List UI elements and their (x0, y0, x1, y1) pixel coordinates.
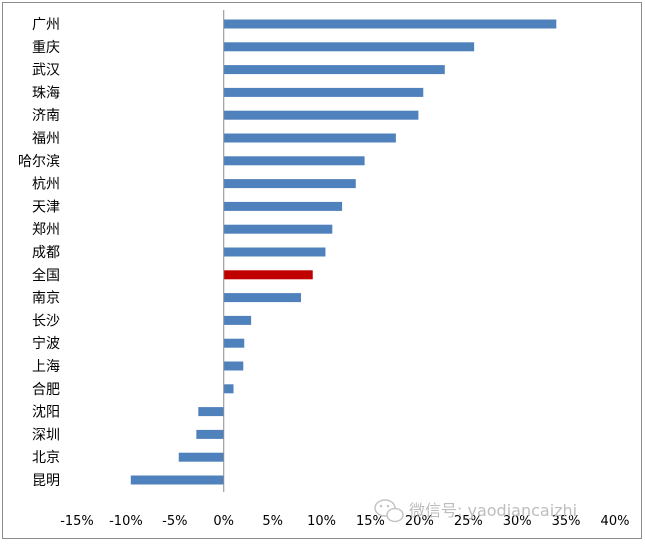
category-label: 重庆 (32, 40, 60, 56)
bar-18 (196, 429, 224, 439)
bar-4 (223, 110, 419, 120)
category-label: 福州 (32, 131, 60, 147)
category-label: 北京 (32, 450, 60, 466)
category-label: 成都 (32, 245, 60, 261)
x-tick-label: 40% (601, 514, 630, 529)
category-label: 昆明 (32, 473, 60, 489)
x-tick-label: 0% (213, 514, 234, 529)
bar-19 (178, 452, 224, 462)
wechat-icon (374, 499, 404, 523)
x-tick-label: -10% (109, 514, 143, 529)
category-label: 合肥 (32, 382, 60, 398)
x-tick-label: 15% (356, 514, 385, 529)
category-label: 珠海 (32, 85, 60, 101)
x-tick-label: -5% (162, 514, 187, 529)
bar-1 (223, 42, 475, 52)
category-label: 哈尔滨 (18, 154, 60, 170)
category-label: 宁波 (32, 335, 60, 352)
bar-2 (223, 65, 445, 75)
category-label: 广州 (32, 17, 60, 33)
bar-3 (223, 87, 424, 97)
x-tick-label: 35% (552, 514, 581, 529)
bar-11 (223, 270, 313, 280)
bar-10 (223, 247, 326, 257)
x-tick-label: 30% (503, 514, 532, 529)
category-label: 上海 (32, 359, 60, 375)
category-label: 深圳 (32, 427, 60, 443)
x-tick-label: 5% (262, 514, 283, 529)
category-label: 南京 (32, 291, 60, 307)
bar-13 (223, 315, 252, 325)
bar-5 (223, 133, 396, 143)
bar-9 (223, 224, 333, 234)
category-label: 长沙 (32, 313, 60, 329)
category-label: 郑州 (32, 222, 60, 238)
bar-15 (223, 361, 244, 371)
bar-8 (223, 201, 343, 211)
category-label: 全国 (32, 267, 60, 284)
category-labels: 广州重庆武汉珠海济南福州哈尔滨杭州天津郑州成都全国南京长沙宁波上海合肥沈阳深圳北… (18, 17, 60, 489)
x-tick-label: -15% (60, 514, 94, 529)
watermark-text: 微信号: yaodiancaizhi (409, 501, 577, 520)
x-tick-label: 10% (307, 514, 336, 529)
bar-6 (223, 156, 365, 166)
bar-16 (223, 384, 234, 394)
bar-12 (223, 293, 302, 303)
category-label: 杭州 (32, 177, 60, 193)
watermark: 微信号: yaodiancaizhi (374, 499, 577, 523)
bar-17 (198, 407, 224, 417)
bar-20 (130, 475, 224, 485)
x-tick-label: 25% (454, 514, 483, 529)
bar-7 (223, 179, 356, 189)
bar-0 (223, 19, 557, 29)
category-label: 武汉 (32, 63, 60, 79)
category-label: 济南 (32, 108, 60, 124)
bar-14 (223, 338, 245, 348)
x-tick-labels: -15% -10% -5% 0% 5% 10% 15% 20% 25% 30% 35% 40% (60, 514, 629, 529)
x-tick-label: 20% (405, 514, 434, 529)
category-label: 天津 (32, 199, 60, 215)
category-label: 沈阳 (32, 405, 60, 421)
bars-group (130, 19, 557, 485)
